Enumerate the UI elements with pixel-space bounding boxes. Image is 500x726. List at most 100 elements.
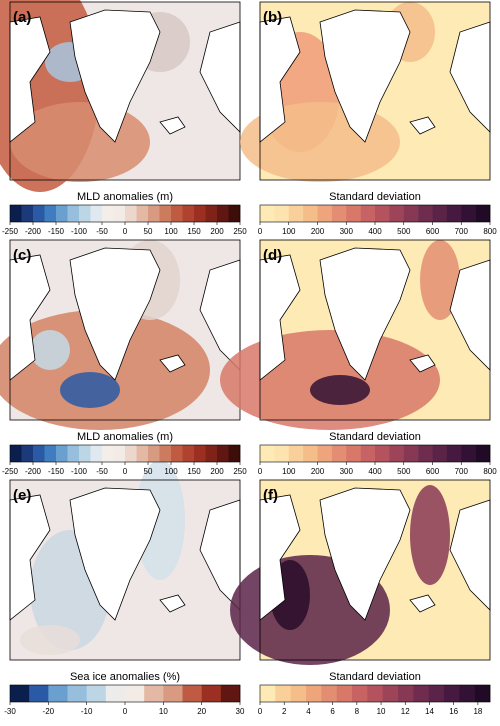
colorbar-bin (260, 685, 276, 702)
colorbar-bin (10, 205, 22, 222)
anomaly-region (420, 240, 460, 320)
colorbar-tick-label: -50 (96, 467, 108, 476)
colorbar-bin (159, 205, 172, 222)
colorbar-bin (105, 685, 126, 702)
colorbar-bin (56, 445, 68, 462)
colorbar-tick-label: 20 (197, 707, 206, 716)
panel-label: (a) (13, 9, 31, 26)
colorbar-bin (375, 445, 390, 462)
colorbar-bin (413, 685, 429, 702)
colorbar-tick-label: 600 (426, 467, 440, 476)
colorbar-tick-label: -200 (25, 467, 42, 476)
colorbar-tick-label: 300 (340, 227, 354, 236)
iceland (409, 594, 436, 613)
colorbar-title: Sea ice anomalies (%) (70, 671, 180, 683)
colorbar-bin (113, 205, 126, 222)
colorbar-tick-label: 200 (210, 227, 224, 236)
map-frame (259, 1, 491, 181)
colorbar-tick-label: 700 (455, 467, 469, 476)
map-panel: (c) (0, 239, 241, 430)
colorbar-bin (67, 205, 80, 222)
colorbar-bin (182, 205, 195, 222)
colorbar-tick-label: -20 (43, 707, 55, 716)
colorbar-tick-label: -50 (96, 227, 108, 236)
colorbar-bin (288, 445, 304, 462)
colorbar-bin (217, 205, 229, 222)
colorbar-bin (217, 445, 229, 462)
colorbar-bin (444, 685, 460, 702)
colorbar-bin (367, 685, 383, 702)
colorbar-bin (48, 685, 68, 702)
colorbar-bin (446, 445, 462, 462)
colorbar-bin (275, 685, 291, 702)
panel-label: (d) (263, 247, 282, 264)
colorbar-bin (56, 205, 68, 222)
panel-label: (b) (263, 9, 282, 26)
colorbar-bin (205, 205, 218, 222)
colorbar-bin (336, 685, 353, 702)
colorbar-bin (21, 445, 34, 462)
colorbar-tick-label: 100 (282, 467, 296, 476)
map-frame (9, 479, 241, 661)
colorbar-tick-label: 200 (311, 467, 325, 476)
colorbar-bin (67, 445, 80, 462)
colorbar-bin (79, 205, 91, 222)
colorbar-bin (274, 445, 290, 462)
greenland (69, 9, 161, 143)
greenland (319, 9, 411, 143)
anomaly-region (410, 485, 450, 585)
colorbar-tick-label: -150 (48, 467, 65, 476)
colorbar-bin (346, 205, 361, 222)
colorbar-bin (21, 205, 34, 222)
colorbar-bin (446, 205, 462, 222)
colorbar-tick-label: 6 (330, 707, 335, 716)
colorbar-tick-label: -100 (71, 227, 88, 236)
colorbar-bin (260, 205, 275, 222)
colorbar-bin (102, 445, 114, 462)
colorbar-bin (290, 685, 307, 702)
map-panel: (d) (220, 239, 491, 430)
colorbar-bin (182, 685, 202, 702)
colorbar-bin (459, 685, 475, 702)
colorbar-tick-label: 18 (473, 707, 482, 716)
colorbar-bin (136, 445, 149, 462)
colorbar-tick-label: -200 (25, 227, 42, 236)
colorbar-bin (306, 685, 322, 702)
colorbar-tick-label: 2 (282, 707, 287, 716)
colorbar-bin (317, 445, 333, 462)
colorbar-bin (163, 685, 183, 702)
colorbar-tick-label: 14 (425, 707, 434, 716)
map-panel: (b) (240, 1, 491, 182)
map-panel: (a) (0, 0, 241, 192)
colorbar-bin (44, 445, 57, 462)
colorbar-bin (317, 205, 333, 222)
colorbar-bin (10, 445, 22, 462)
colorbar-bin (303, 205, 318, 222)
colorbar-bin (148, 205, 160, 222)
colorbar-tick-label: 500 (397, 467, 411, 476)
colorbar-bin (159, 445, 172, 462)
greenland (69, 247, 161, 381)
colorbar-tick-label: 500 (397, 227, 411, 236)
colorbar-bin (274, 205, 290, 222)
colorbar-bin (418, 205, 433, 222)
colorbar-bin (113, 445, 126, 462)
colorbar-bin (432, 445, 448, 462)
colorbar-tick-label: -10 (81, 707, 93, 716)
colorbar-bin (389, 205, 405, 222)
colorbar-bin (228, 205, 241, 222)
map-panel: (f) (230, 479, 491, 665)
panel-label: (f) (263, 487, 278, 504)
colorbar-bin (352, 685, 368, 702)
colorbar-tick-label: 0 (123, 467, 128, 476)
colorbar-tick-label: 0 (258, 467, 263, 476)
colorbar-tick-label: 100 (282, 227, 296, 236)
iceland (159, 354, 186, 373)
colorbar-bin (432, 205, 448, 222)
anomaly-region (310, 375, 370, 405)
colorbar-bin (125, 445, 137, 462)
colorbar-bin (33, 445, 45, 462)
colorbar-bin (33, 205, 45, 222)
colorbar-bin (171, 205, 183, 222)
